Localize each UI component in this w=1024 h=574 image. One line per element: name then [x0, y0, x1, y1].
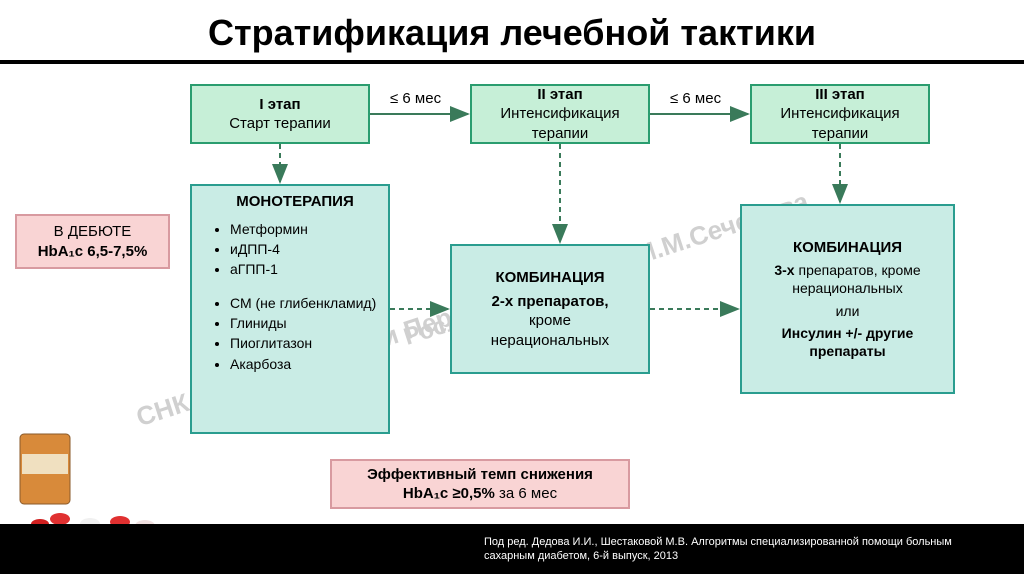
combo3-box: КОМБИНАЦИЯ 3-х препаратов, кроме нерацио… [740, 204, 955, 394]
mono-item: аГПП-1 [230, 260, 380, 278]
stage-3-sub: Интенсификация терапии [760, 104, 920, 143]
combo2-line2: кроме [529, 311, 571, 331]
debut-box: В ДЕБЮТЕ HbA₁c 6,5-7,5% [15, 214, 170, 269]
debut-line1: В ДЕБЮТЕ [54, 222, 132, 242]
mono-item: Глиниды [230, 314, 380, 332]
combo2-box: КОМБИНАЦИЯ 2-х препаратов, кроме нерацио… [450, 244, 650, 374]
footer-citation: Под ред. Дедова И.И., Шестаковой М.В. Ал… [0, 524, 1024, 574]
efficacy-box: Эффективный темп снижения HbA₁c ≥0,5% за… [330, 459, 630, 509]
combo3-header: КОМБИНАЦИЯ [793, 238, 902, 258]
combo2-header: КОМБИНАЦИЯ [495, 268, 604, 288]
mono-item: СМ (не глибенкламид) [230, 294, 380, 312]
mono-items-2: СМ (не глибенкламид) Глиниды Пиоглитазон… [210, 294, 380, 373]
stage-2-sub: Интенсификация терапии [480, 104, 640, 143]
stage-3-box: III этап Интенсификация терапии [750, 84, 930, 144]
mono-items: Метформин иДПП-4 аГПП-1 [210, 220, 380, 279]
stage-3-name: III этап [815, 85, 865, 105]
pills-decoration [0, 424, 180, 514]
stage-1-sub: Старт терапии [229, 114, 331, 134]
mono-item: Акарбоза [230, 355, 380, 373]
mono-item: иДПП-4 [230, 240, 380, 258]
combo3-or: или [836, 302, 860, 320]
mono-list: МОНОТЕРАПИЯ Метформин иДПП-4 аГПП-1 СМ (… [200, 192, 380, 375]
mono-item: Пиоглитазон [230, 334, 380, 352]
mono-box: МОНОТЕРАПИЯ Метформин иДПП-4 аГПП-1 СМ (… [190, 184, 390, 434]
mono-header: МОНОТЕРАПИЯ [210, 192, 380, 212]
page-title: Стратификация лечебной тактики [0, 0, 1024, 60]
stage-2-box: II этап Интенсификация терапии [470, 84, 650, 144]
stage-1-name: I этап [259, 95, 300, 115]
combo2-line1: 2-х препаратов, [491, 293, 608, 310]
diagram-canvas: СНК эндокринологии Первого МГМУ им. И.М.… [0, 64, 1024, 544]
efficacy-line1: Эффективный темп снижения [367, 465, 593, 485]
stage-1-box: I этап Старт терапии [190, 84, 370, 144]
mono-item: Метформин [230, 220, 380, 238]
combo2-line3: нерациональных [491, 331, 609, 351]
arrow-label-2: ≤ 6 мес [670, 90, 721, 107]
stage-2-name: II этап [537, 85, 582, 105]
debut-line2: HbA₁c 6,5-7,5% [38, 242, 148, 262]
arrow-label-1: ≤ 6 мес [390, 90, 441, 107]
